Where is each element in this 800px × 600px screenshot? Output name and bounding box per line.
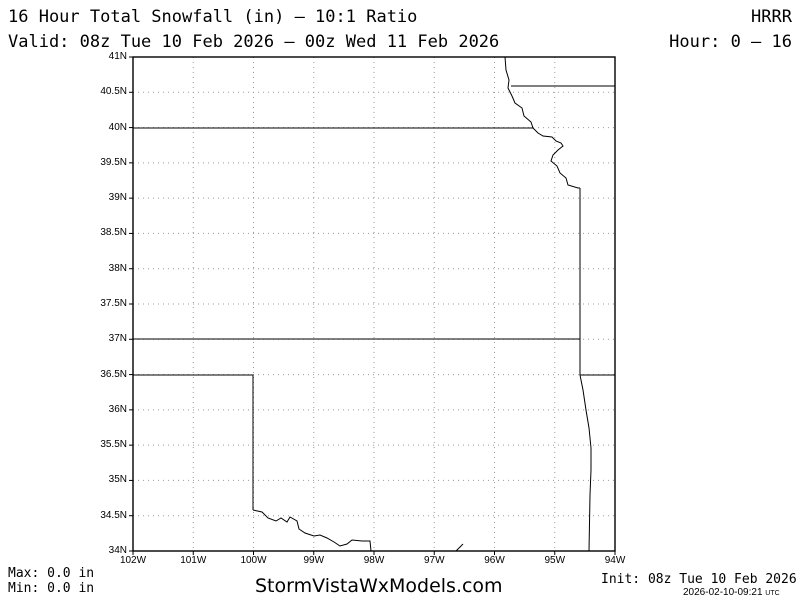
- lon-label: 102W: [119, 555, 147, 566]
- lon-label: 98W: [363, 555, 385, 566]
- border-ok-co: [133, 374, 254, 510]
- generated-timestamp: 2026-02-10-09:21 UTC: [683, 587, 780, 598]
- axis-ticks: [129, 56, 616, 555]
- lat-lon-grid: [133, 57, 615, 551]
- lat-label: 35N: [108, 474, 127, 486]
- lat-label: 39N: [108, 192, 127, 204]
- lon-label: 99W: [303, 555, 325, 566]
- lon-label: 97W: [423, 555, 445, 566]
- state-borders: [133, 56, 615, 552]
- lat-label: 36.5N: [100, 368, 127, 380]
- lat-label: 34N: [108, 545, 127, 556]
- lon-label: 94W: [604, 555, 626, 566]
- timestamp-unit: UTC: [765, 590, 780, 597]
- missouri-river: [504, 56, 580, 189]
- lat-label: 39.5N: [100, 156, 127, 168]
- forecast-hour-range: Hour: 0 – 16: [669, 32, 792, 52]
- timestamp-value: 2026-02-10-09:21: [683, 587, 763, 598]
- lon-label: 96W: [484, 555, 505, 566]
- red-river-east: [455, 543, 464, 552]
- model-name: HRRR: [751, 7, 792, 27]
- lon-label: 95W: [544, 555, 566, 566]
- max-snowfall: Max: 0.0 in: [8, 566, 95, 581]
- map-title: 16 Hour Total Snowfall (in) – 10:1 Ratio: [8, 7, 418, 27]
- lat-label: 34.5N: [100, 509, 127, 521]
- min-snowfall: Min: 0.0 in: [8, 581, 95, 596]
- lat-label: 40N: [108, 121, 127, 133]
- lat-label: 37.5N: [100, 298, 127, 309]
- valid-time: Valid: 08z Tue 10 Feb 2026 – 00z Wed 11 …: [8, 32, 500, 52]
- lat-label: 37N: [108, 333, 127, 345]
- lat-label: 40.5N: [100, 86, 127, 98]
- init-time: Init: 08z Tue 10 Feb 2026: [601, 572, 797, 587]
- lat-label: 41N: [108, 51, 127, 62]
- lon-label: 100W: [240, 555, 267, 566]
- site-watermark: StormVistaWxModels.com: [255, 575, 503, 597]
- lat-label: 36N: [108, 403, 127, 415]
- red-river: [252, 509, 372, 552]
- lat-label: 38.5N: [100, 227, 127, 239]
- lat-label: 38N: [108, 262, 127, 274]
- lat-label: 35.5N: [100, 439, 127, 451]
- border-ks-mo-ok-ar: [579, 188, 592, 552]
- lon-label: 101W: [180, 555, 207, 566]
